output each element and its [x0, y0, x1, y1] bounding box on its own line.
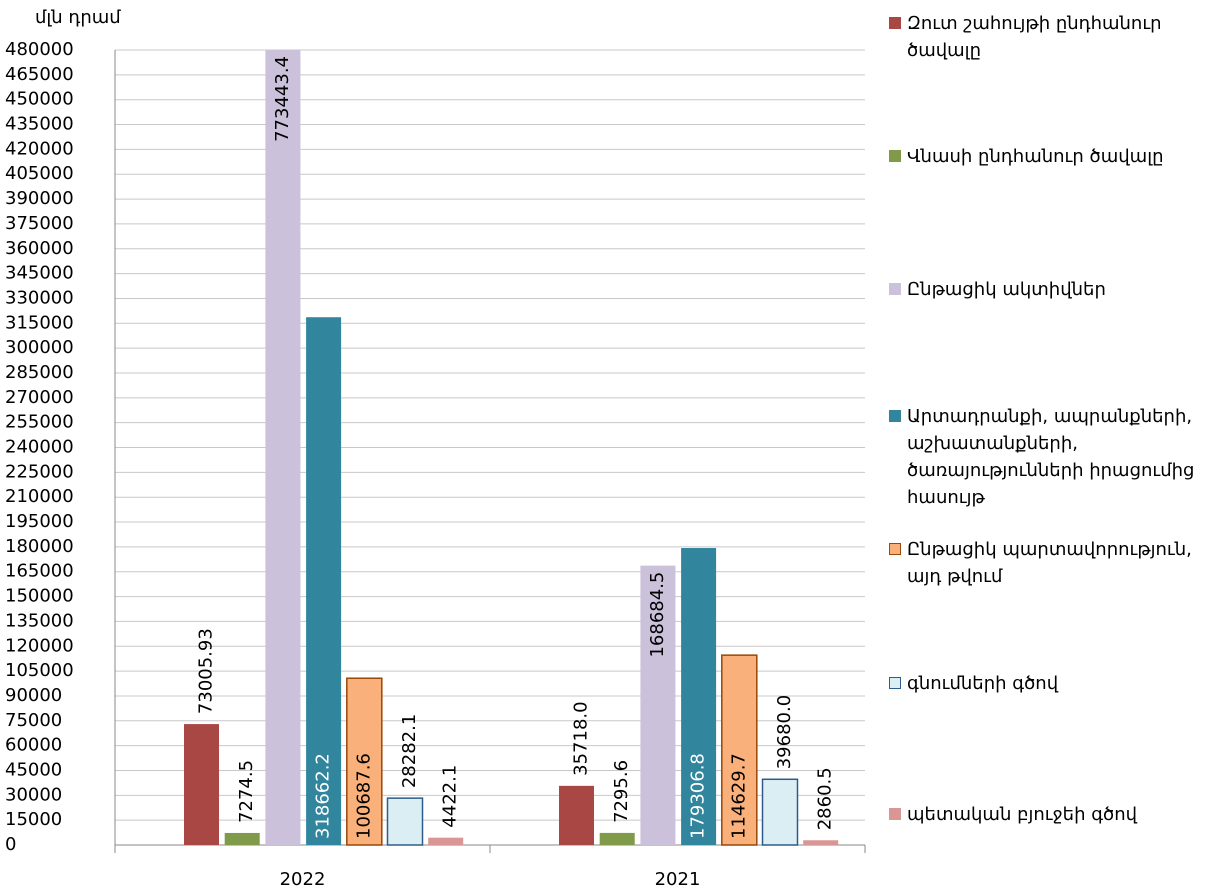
legend-label: Վնասի ընդհանուր ծավալը	[907, 146, 1164, 167]
y-tick-label: 225000	[5, 461, 74, 482]
data-label: 28282.1	[399, 714, 420, 788]
bar	[721, 654, 758, 846]
legend-label: Ընթացիկ ակտիվներ	[907, 279, 1106, 300]
data-label: 73005.93	[196, 628, 217, 714]
data-label: 7274.5	[236, 760, 257, 823]
y-tick-label: 345000	[5, 263, 74, 284]
bar	[559, 785, 594, 845]
y-tick-label: 330000	[5, 287, 74, 308]
y-tick-label: 240000	[5, 437, 74, 458]
data-label: 39680.0	[774, 695, 795, 769]
bar	[306, 317, 342, 846]
y-tick-label: 90000	[5, 685, 62, 706]
data-label: 7295.6	[611, 760, 632, 823]
bar	[681, 548, 717, 845]
legend-swatch	[889, 410, 901, 422]
legend-swatch	[889, 283, 901, 295]
x-tick-label: 2021	[655, 869, 701, 890]
data-label: 100687.6	[353, 753, 374, 839]
y-tick-label: 420000	[5, 138, 74, 159]
y-tick-label: 315000	[5, 312, 74, 333]
bar	[761, 778, 799, 846]
y-tick-label: 450000	[5, 89, 74, 110]
data-label: 2860.5	[815, 767, 836, 830]
y-tick-label: 75000	[5, 710, 62, 731]
y-tick-label: 165000	[5, 561, 74, 582]
bars	[184, 50, 839, 846]
data-label: 179306.8	[688, 753, 709, 839]
y-tick-label: 210000	[5, 486, 74, 507]
y-tick-label: 195000	[5, 511, 74, 532]
chart: մլն դրամ 0 15000 30000 45000 60000 75000 90000…	[5, 7, 866, 890]
legend-item: Արտադրանքի, ապրանքների, աշխատանքների, ծա…	[887, 403, 1209, 511]
y-tick-label: 15000	[5, 809, 62, 830]
data-label: 773443.4	[272, 56, 293, 142]
bar	[428, 837, 464, 845]
legend-item: Ընթացիկ ակտիվներ	[887, 276, 1209, 303]
legend-swatch	[889, 677, 901, 689]
y-tick-label: 60000	[5, 735, 62, 756]
y-tick-label: 180000	[5, 536, 74, 557]
y-tick-label: 360000	[5, 238, 74, 259]
data-label: 168684.5	[647, 572, 668, 658]
y-tick-label: 390000	[5, 188, 74, 209]
legend-swatch	[889, 808, 901, 820]
bar	[265, 50, 301, 845]
legend-item: գնումների գծով	[887, 670, 1209, 697]
y-tick-label: 0	[5, 834, 16, 855]
legend-item: Զուտ շահույթի ընդհանուր ծավալը	[887, 10, 1209, 64]
legend-swatch	[889, 150, 901, 162]
y-tick-label: 150000	[5, 586, 74, 607]
legend-swatch	[889, 17, 901, 29]
y-tick-label: 135000	[5, 610, 74, 631]
bar	[803, 840, 839, 845]
y-tick-label: 300000	[5, 337, 74, 358]
y-tick-label: 285000	[5, 362, 74, 383]
bar	[599, 832, 635, 845]
bar	[386, 797, 424, 846]
legend-label: Ընթացիկ պարտավորություն, այդ թվում	[907, 539, 1192, 587]
legend-item: Վնասի ընդհանուր ծավալը	[887, 143, 1209, 170]
bar	[184, 724, 219, 845]
data-label: 114629.7	[728, 753, 749, 839]
y-tick-label: 45000	[5, 759, 62, 780]
legend-item: Ընթացիկ պարտավորություն, այդ թվում	[887, 536, 1209, 590]
y-tick-label: 480000	[5, 39, 74, 60]
legend-label: Արտադրանքի, ապրանքների, աշխատանքների, ծա…	[907, 406, 1195, 508]
y-tick-label: 375000	[5, 213, 74, 234]
bar	[224, 832, 260, 845]
y-unit-label: մլն դրամ	[35, 7, 121, 28]
legend-label: Զուտ շահույթի ընդհանուր ծավալը	[907, 13, 1162, 61]
y-tick-label: 405000	[5, 163, 74, 184]
y-tick-label: 255000	[5, 412, 74, 433]
x-tick-label: 2022	[280, 869, 326, 890]
data-label: 318662.2	[313, 753, 334, 839]
y-tick-label: 435000	[5, 114, 74, 135]
data-label: 35718.0	[571, 701, 592, 775]
y-tick-label: 465000	[5, 64, 74, 85]
legend-label: պետական բյուջեի գծով	[907, 804, 1138, 825]
y-tick-label: 120000	[5, 635, 74, 656]
legend-item: պետական բյուջեի գծով	[887, 801, 1209, 828]
legend-label: գնումների գծով	[907, 673, 1059, 694]
legend-swatch	[889, 543, 901, 555]
y-tick-label: 270000	[5, 387, 74, 408]
bar	[346, 677, 383, 846]
bar	[640, 565, 676, 845]
y-tick-label: 30000	[5, 784, 62, 805]
y-tick-label: 105000	[5, 660, 74, 681]
data-label: 4422.1	[440, 765, 461, 828]
